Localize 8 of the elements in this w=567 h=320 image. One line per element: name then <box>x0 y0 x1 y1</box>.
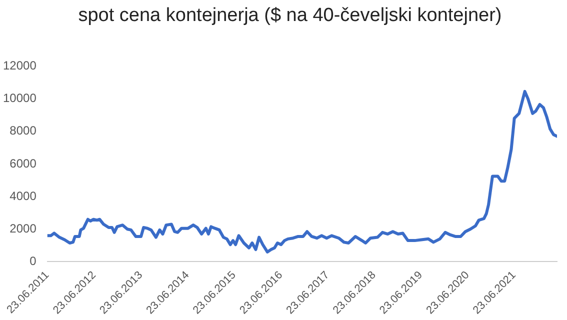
chart-title: spot cena kontejnerja ($ na 40-čeveljski kontejner) <box>77 4 503 28</box>
y-tick-label: 2000 <box>10 221 37 236</box>
y-tick-label: 4000 <box>10 188 37 203</box>
y-tick-label: 8000 <box>10 124 37 138</box>
y-tick-label: 0 <box>30 254 37 268</box>
y-tick-label: 12000 <box>2 58 37 73</box>
y-tick-label: 6000 <box>10 156 37 170</box>
y-tick-label: 10000 <box>2 91 37 106</box>
